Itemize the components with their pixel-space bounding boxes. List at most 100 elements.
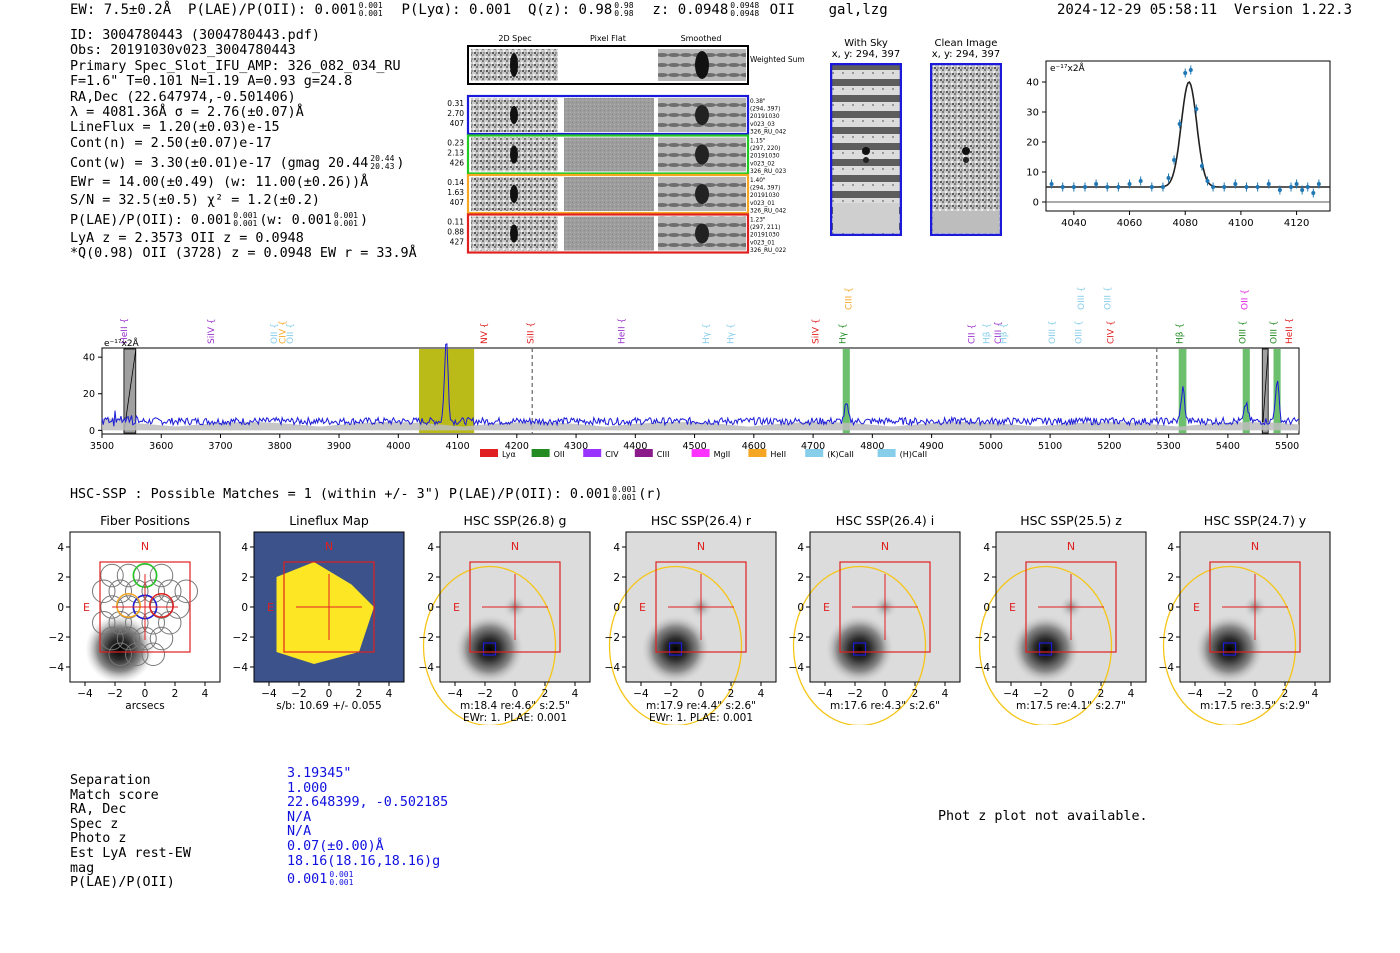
spectrum-xtick-label-12: 4700 [801,441,825,452]
hsc-match-box-4 [852,642,867,656]
hsc-galaxy-3 [641,614,710,684]
hsc-north-4: N [881,540,889,553]
cutout-source-3 [510,224,518,243]
info-plae-w-close: ) [360,213,369,229]
spectrum-xtick-label-11: 4600 [742,441,766,452]
spectrum-line-label-20: OIII { [1104,286,1114,310]
hsc-xtick-label-2-4: 4 [572,688,579,700]
hsc-caption-3: m:17.9 re:4.4" s:2.6" [646,700,756,712]
info-plae-w-sub: 0.001 [333,219,358,229]
hsc-caption-6: m:17.5 re:3.5" s:2.9" [1200,700,1310,712]
cutout-left-2-1: 1.63 [447,188,464,197]
info-line-sn: S/N = 32.5(±0.5) χ² = 1.2(±0.2) [70,193,320,209]
clean-image-title: Clean Image [934,38,998,49]
spectrum-line-label-21: CIV { [1107,320,1117,344]
match-plae-sup: 0.001 [329,870,354,880]
spectrum-legend-label-1: OII [554,450,565,459]
spectrum-xtick-label-4: 3900 [327,441,351,452]
zoom-point-25 [1277,188,1282,192]
zoom-ytick-label-4: 40 [1026,78,1039,89]
hsc-east-3: E [639,601,646,614]
zoom-point-6 [1116,185,1121,189]
match-table-values: 3.19345" 1.000 22.648399, -0.502185 N/A … [287,766,448,888]
header-plae-sub: 0.001 [358,9,383,18]
hsc-caption2-2: EWr: 1. PLAE: 0.001 [463,712,567,724]
spectrum-xtick-label-2: 3700 [208,441,232,452]
cutout-right-3-2: 20191030 [750,233,780,239]
zoom-point-10 [1160,185,1165,189]
zoom-point-2 [1071,185,1076,189]
fiber-23 [149,626,174,651]
with-sky-image [830,63,902,236]
zoom-xtick-label-4: 4120 [1284,218,1309,229]
contw-sup: 20.44 [370,154,395,164]
hsc-xtick-label-5-4: 4 [1128,688,1135,700]
hsc-ytick-label-1-4: 4 [241,542,248,554]
spectrum-line-label-13: CII { [967,324,977,344]
header-version: Version 1.22.3 [1234,2,1353,18]
spectrum-xtick-label-3: 3800 [268,441,292,452]
spectrum-xtick-label-5: 4000 [386,441,410,452]
info-line-params: F=1.6" T=0.101 N=1.19 A=0.93 g=24.8 [70,74,353,90]
zoom-ytick-label-1: 10 [1026,168,1039,179]
spectrum-legend-label-2: CIV [605,450,619,459]
header-timestamp: 2024-12-29 05:58:11 [1057,2,1218,18]
cutout-right-0-2: 20191030 [750,114,780,120]
spectrum-legend-swatch-1 [531,449,550,457]
contw-close: ) [396,156,405,172]
header-z-sub: 0.0948 [730,9,760,18]
match-label-photoz: Photo z [70,831,127,847]
spectrum-line-label-22: Hβ { [1175,323,1185,344]
hsc-ytick-label-6-1: −2 [1159,632,1174,644]
info-plae-label: P(LAE)/P(OII): 0.001 [70,213,232,229]
fiber-orange [116,593,141,618]
hsc-ytick-label-3-4: 4 [613,542,620,554]
cutout-header-2dspec: 2D Spec [498,34,531,43]
hsc-xtick-label-2-2: 0 [512,688,519,700]
cutout-frame-1 [466,134,750,175]
spectrum-line [101,343,1300,427]
info-plae-w-sup: 0.001 [333,211,358,221]
info-line-lineflux: LineFlux = 1.20(±0.03)e-15 [70,120,280,136]
cutout-frame-0 [466,94,750,136]
hsc-ytick-label-0-1: −2 [49,632,64,644]
hsc-xtick-label-5-3: 2 [1098,688,1105,700]
zoom-line-chart: e⁻¹⁷x2Å 4040 4060 4080 4100 4120 0 10 20 30 40 [1026,60,1331,229]
hsc-ytick-label-5-2: 0 [983,602,990,614]
hsc-ytick-label-6-3: 2 [1167,572,1174,584]
match-value-mag: 18.16(18.16,18.16)g [287,853,441,869]
zoom-point-1 [1060,185,1065,189]
hsc-xtick-label-0-2: 0 [142,688,149,700]
spectrum-ylabel: e⁻¹⁷x2Å [104,337,140,349]
hsc-panel-title-0: Fiber Positions [100,513,190,528]
fiber-26 [141,642,165,666]
fiber-17 [125,611,149,635]
lineflux-region [276,562,374,664]
hsc-xtick-label-4-0: −4 [817,688,833,700]
hsc-red-box-1 [283,561,375,653]
cutout-source-2 [510,185,518,203]
cutout-right-0-0: 0.38" [750,99,766,105]
hsc-xtick-label-1-4: 4 [386,688,393,700]
spectrum-line-label-9: Hγ { [727,323,737,344]
header-z: z: 0.0948 [652,2,729,18]
cutout-right-3-4: 326_RU_022 [750,248,787,254]
hsc-ytick-label-2-2: 0 [427,602,434,614]
hsc-xtick-label-4-3: 2 [912,688,919,700]
hsc-ytick-label-4-3: 2 [797,572,804,584]
cutout-left-0-0: 0.31 [447,99,464,108]
cutout-right-2-1: (294, 397) [750,186,780,192]
hsc-ytick-label-3-1: −2 [605,632,620,644]
hsc-xtick-label-5-1: −2 [1033,688,1048,700]
fiber-5 [108,579,132,603]
hsc-xtick-label-1-2: 0 [326,688,333,700]
hsc-east-5: E [1009,601,1016,614]
hsc-xtick-label-0-1: −2 [107,688,122,700]
hsc-ytick-label-1-1: −2 [233,632,248,644]
zoom-point-9 [1149,185,1154,189]
info-line-slot: Primary Spec_Slot_IFU_AMP: 326_082_034_R… [70,58,401,74]
zoom-point-19 [1211,185,1216,189]
